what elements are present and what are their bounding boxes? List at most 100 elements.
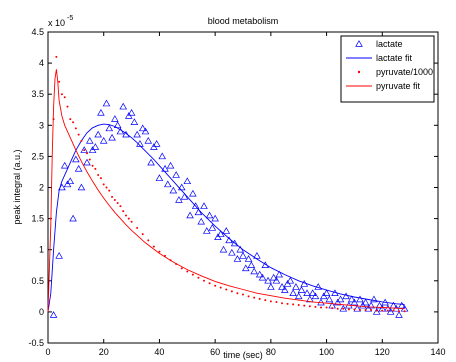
axis-exponent-base: x 10 xyxy=(48,18,65,28)
data-point xyxy=(219,245,228,253)
data-point xyxy=(122,210,125,213)
data-point xyxy=(253,296,256,299)
data-point xyxy=(239,252,247,259)
data-point xyxy=(194,208,203,216)
data-point xyxy=(202,227,211,234)
y-tick-label: 4 xyxy=(39,58,44,68)
data-point xyxy=(275,270,284,278)
data-point xyxy=(183,177,192,185)
data-point xyxy=(119,205,122,208)
legend-item: pyruvate fit xyxy=(346,81,421,91)
x-tick-label: 120 xyxy=(375,347,390,357)
series-pyruvate-1000 xyxy=(49,55,406,313)
data-point xyxy=(74,127,77,130)
y-axis-label: peak integral (a.u.) xyxy=(12,149,22,224)
data-point xyxy=(88,158,91,161)
data-point xyxy=(331,307,334,310)
data-point xyxy=(158,152,167,160)
data-point xyxy=(141,233,144,236)
data-point xyxy=(242,293,244,296)
data-point xyxy=(119,102,128,110)
data-point xyxy=(297,304,300,307)
data-point xyxy=(111,115,119,122)
data-point xyxy=(397,301,406,309)
data-point xyxy=(320,306,322,309)
data-point xyxy=(113,198,116,201)
data-point xyxy=(108,189,111,192)
data-point xyxy=(205,211,214,219)
series-lactate-fit xyxy=(47,123,405,312)
x-tick-label: 60 xyxy=(210,347,220,357)
data-point xyxy=(308,289,317,296)
y-tick-label: 2.5 xyxy=(31,151,44,161)
data-point xyxy=(214,284,217,287)
data-point xyxy=(55,252,63,259)
data-point xyxy=(58,80,61,83)
data-point xyxy=(325,306,328,309)
data-point xyxy=(359,309,361,312)
data-point xyxy=(63,96,66,99)
data-point xyxy=(97,108,105,116)
y-tick-label: -0.5 xyxy=(28,338,44,348)
data-point xyxy=(72,155,80,163)
data-point xyxy=(138,124,147,132)
data-point xyxy=(322,289,331,296)
data-point xyxy=(241,264,250,272)
y-tick-label: 4.5 xyxy=(31,27,44,37)
data-point xyxy=(339,304,348,312)
data-point xyxy=(69,214,77,222)
series-line xyxy=(47,123,405,312)
data-point xyxy=(286,302,289,305)
y-tick-label: 1 xyxy=(39,245,44,255)
data-point xyxy=(253,252,261,259)
data-point xyxy=(127,108,136,116)
data-point xyxy=(127,217,130,220)
data-point xyxy=(280,286,289,293)
data-point xyxy=(77,183,86,191)
data-point xyxy=(267,283,275,290)
data-point xyxy=(219,286,222,289)
data-point xyxy=(281,302,283,305)
data-point xyxy=(191,202,200,209)
data-point xyxy=(125,214,127,217)
chart-title: blood metabolism xyxy=(208,16,279,26)
data-point xyxy=(258,297,261,300)
data-point xyxy=(361,298,370,306)
data-point xyxy=(386,307,395,315)
data-point xyxy=(60,161,69,169)
data-point xyxy=(99,177,102,180)
data-point xyxy=(55,55,58,58)
data-point xyxy=(398,310,400,313)
data-point xyxy=(172,171,180,178)
data-point xyxy=(350,298,359,306)
data-point xyxy=(247,295,250,298)
data-point xyxy=(94,130,102,138)
series-pyruvate-fit xyxy=(47,69,405,312)
data-point xyxy=(152,245,155,248)
legend-item: pyruvate/1000 xyxy=(357,67,433,77)
data-point xyxy=(102,99,111,107)
data-point xyxy=(272,276,281,284)
data-point xyxy=(347,308,350,311)
series-line xyxy=(47,69,405,312)
x-axis-label: time (sec) xyxy=(223,350,263,360)
x-tick-label: 140 xyxy=(430,347,445,357)
data-point xyxy=(200,202,208,209)
legend-box xyxy=(340,35,435,103)
data-point xyxy=(74,164,83,172)
data-point xyxy=(105,124,114,132)
data-point xyxy=(372,307,381,315)
data-point xyxy=(286,276,295,284)
data-point xyxy=(208,282,211,285)
data-point xyxy=(161,164,169,172)
data-point xyxy=(233,255,242,262)
data-point xyxy=(303,289,311,296)
data-point xyxy=(353,304,362,312)
legend-label: pyruvate/1000 xyxy=(376,67,433,77)
axis-exponent-power: -5 xyxy=(67,15,73,22)
data-point xyxy=(370,295,378,303)
data-point xyxy=(250,267,258,275)
data-point xyxy=(83,149,86,152)
x-axis-ticks: 0 20 40 60 80 100 120 140 xyxy=(45,32,446,357)
data-point xyxy=(94,167,97,170)
